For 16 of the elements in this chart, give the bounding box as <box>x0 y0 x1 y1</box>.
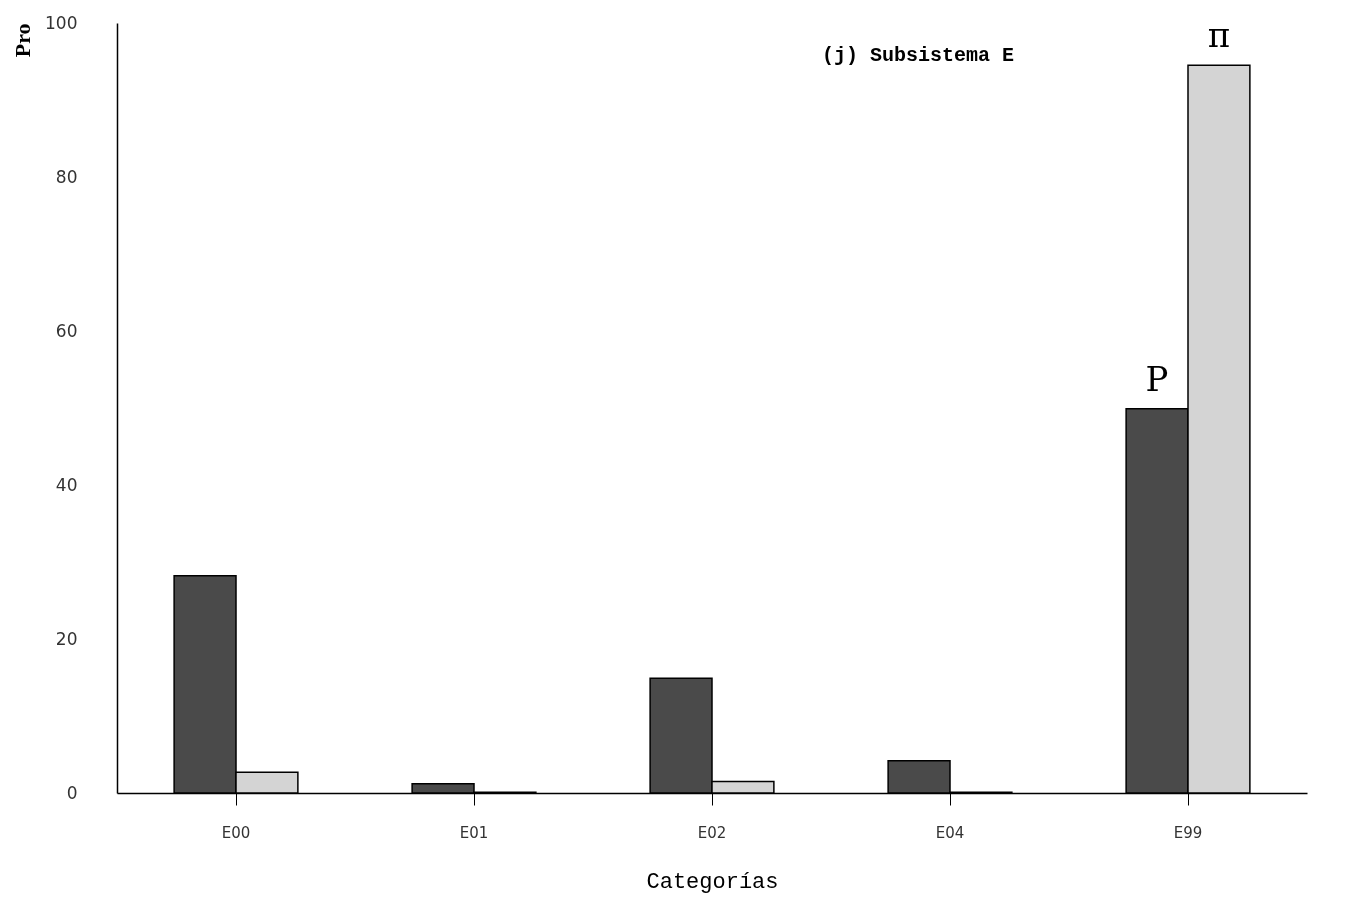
y-tick-label: 60 <box>55 320 78 341</box>
y-axis-title: Pro <box>9 23 35 58</box>
y-tick-label: 40 <box>55 474 78 495</box>
series-label: π <box>1207 15 1231 56</box>
y-tick-label: 20 <box>55 628 78 649</box>
series-label: P <box>1145 358 1169 399</box>
y-tick-label: 0 <box>66 782 78 803</box>
x-tick-label: E02 <box>697 823 727 842</box>
x-tick-label: E00 <box>221 823 251 842</box>
x-axis-title: Categorías <box>646 869 779 895</box>
x-tick-label: E01 <box>459 823 489 842</box>
x-tick-label: E99 <box>1173 823 1203 842</box>
y-tick-label: 100 <box>45 12 78 33</box>
text: (j) Subsistema E <box>822 44 1015 67</box>
x-tick-label: E04 <box>935 823 965 842</box>
y-tick-label: 80 <box>55 166 78 187</box>
